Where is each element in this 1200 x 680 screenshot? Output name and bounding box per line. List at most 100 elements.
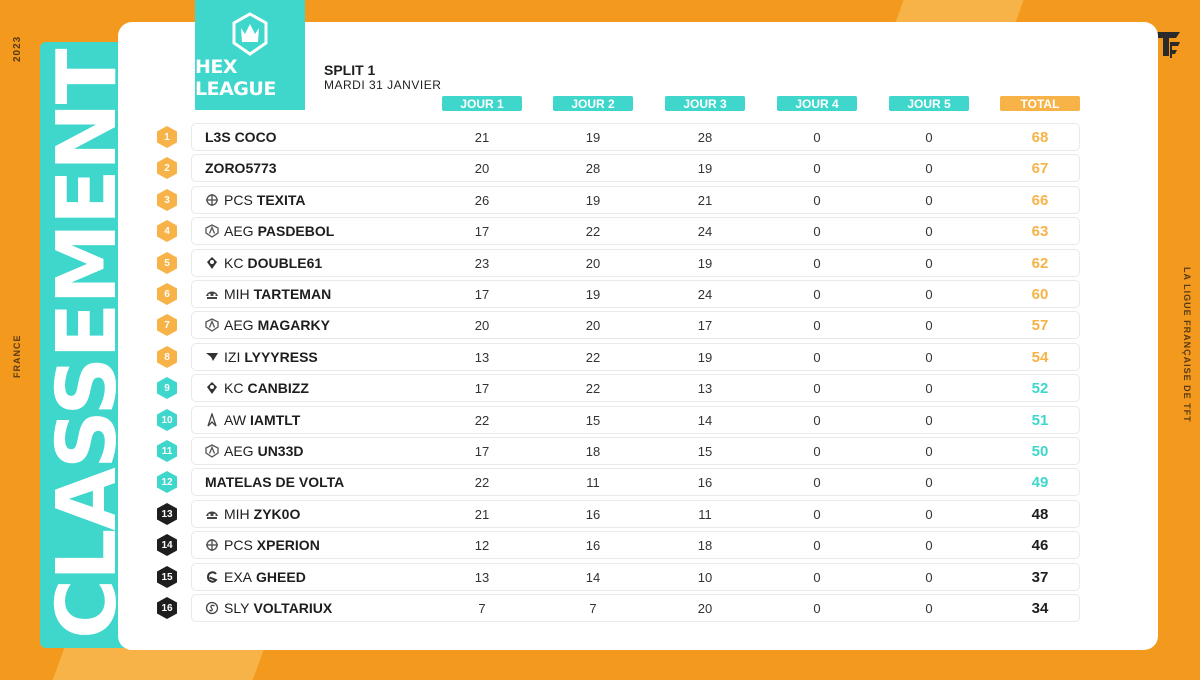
total-cell: 67	[1031, 159, 1049, 177]
total-cell: 51	[1031, 411, 1049, 429]
player-name: ZORO5773	[205, 160, 277, 176]
score-cell: 28	[697, 129, 713, 145]
rank-badge: 4	[157, 220, 177, 242]
col-header-jour2: JOUR 2	[553, 96, 633, 111]
player-name: CANBIZZ	[247, 380, 309, 396]
total-cell: 52	[1031, 379, 1049, 397]
score-cell: 11	[586, 474, 600, 490]
aeg-logo-icon	[205, 444, 219, 458]
mih-logo-icon	[205, 507, 219, 521]
total-cell: 48	[1031, 505, 1049, 523]
score-cell: 26	[474, 192, 490, 208]
player-cell: KC DOUBLE61	[205, 249, 322, 277]
tft-league-logo-icon	[1152, 32, 1180, 58]
score-cell: 12	[474, 537, 490, 553]
score-cell: 17	[474, 286, 490, 302]
table-row	[191, 563, 1080, 591]
team-tag: AEG	[224, 223, 254, 239]
col-header-jour4: JOUR 4	[777, 96, 857, 111]
team-tag: MIH	[224, 506, 250, 522]
pcs-logo-icon	[205, 538, 219, 552]
col-header-jour3: JOUR 3	[665, 96, 745, 111]
score-cell: 23	[474, 255, 490, 271]
player-name: LYYYRESS	[244, 349, 318, 365]
aw-logo-icon	[205, 413, 219, 427]
table-row	[191, 374, 1080, 402]
exa-logo-icon	[205, 570, 219, 584]
rank-badge: 7	[157, 314, 177, 336]
rank-badge: 10	[157, 409, 177, 431]
score-cell: 16	[585, 506, 601, 522]
score-cell: 0	[925, 160, 933, 176]
score-cell: 0	[925, 255, 933, 271]
score-cell: 21	[474, 129, 490, 145]
player-name: TARTEMAN	[253, 286, 332, 302]
score-cell: 7	[589, 600, 597, 616]
score-cell: 0	[925, 317, 933, 333]
score-cell: 0	[813, 569, 821, 585]
rank-badge: 6	[157, 283, 177, 305]
score-cell: 22	[585, 380, 601, 396]
rank-badge: 1	[157, 126, 177, 148]
table-row	[191, 468, 1080, 496]
score-cell: 24	[697, 286, 713, 302]
team-tag: IZI	[224, 349, 241, 365]
score-cell: 0	[813, 412, 821, 428]
table-row	[191, 531, 1080, 559]
score-cell: 20	[585, 255, 601, 271]
score-cell: 13	[474, 349, 490, 365]
score-cell: 18	[697, 537, 713, 553]
kc-logo-icon	[205, 256, 219, 270]
table-row	[191, 280, 1080, 308]
split-date: MARDI 31 JANVIER	[324, 78, 442, 92]
score-cell: 22	[585, 349, 601, 365]
score-cell: 21	[474, 506, 490, 522]
score-cell: 0	[813, 600, 821, 616]
player-name: XPERION	[256, 537, 320, 553]
player-name: MAGARKY	[257, 317, 330, 333]
izi-logo-icon	[205, 350, 219, 364]
score-cell: 0	[925, 380, 933, 396]
hex-league-logo: HEX LEAGUE	[195, 0, 305, 110]
pcs-logo-icon	[205, 193, 219, 207]
score-cell: 19	[585, 286, 601, 302]
total-cell: 34	[1031, 599, 1049, 617]
col-header-jour5: JOUR 5	[889, 96, 969, 111]
score-cell: 0	[813, 317, 821, 333]
score-cell: 15	[697, 443, 713, 459]
team-tag: PCS	[224, 192, 253, 208]
score-cell: 19	[697, 160, 713, 176]
player-name: UN33D	[257, 443, 304, 459]
total-cell: 63	[1031, 222, 1049, 240]
sly-logo-icon	[205, 601, 219, 615]
score-cell: 0	[925, 412, 933, 428]
score-cell: 18	[585, 443, 601, 459]
col-header-total: TOTAL	[1000, 96, 1080, 111]
total-cell: 54	[1031, 348, 1049, 366]
table-row	[191, 249, 1080, 277]
col-header-jour1: JOUR 1	[442, 96, 522, 111]
score-cell: 0	[813, 192, 821, 208]
player-name: PASDEBOL	[257, 223, 335, 239]
country-label: FRANCE	[12, 334, 22, 379]
rank-badge: 14	[157, 534, 177, 556]
rank-badge: 11	[157, 440, 177, 462]
score-cell: 20	[474, 317, 490, 333]
total-cell: 50	[1031, 442, 1049, 460]
score-cell: 11	[698, 506, 712, 522]
score-cell: 0	[813, 380, 821, 396]
team-tag: AEG	[224, 443, 254, 459]
table-row	[191, 500, 1080, 528]
score-cell: 0	[925, 474, 933, 490]
score-cell: 0	[813, 474, 821, 490]
total-cell: 62	[1031, 254, 1049, 272]
score-cell: 21	[697, 192, 713, 208]
score-cell: 10	[697, 569, 713, 585]
player-name: DOUBLE61	[247, 255, 323, 271]
score-cell: 24	[697, 223, 713, 239]
score-cell: 20	[474, 160, 490, 176]
table-row	[191, 311, 1080, 339]
score-cell: 0	[813, 223, 821, 239]
total-cell: 49	[1031, 473, 1049, 491]
table-row	[191, 186, 1080, 214]
